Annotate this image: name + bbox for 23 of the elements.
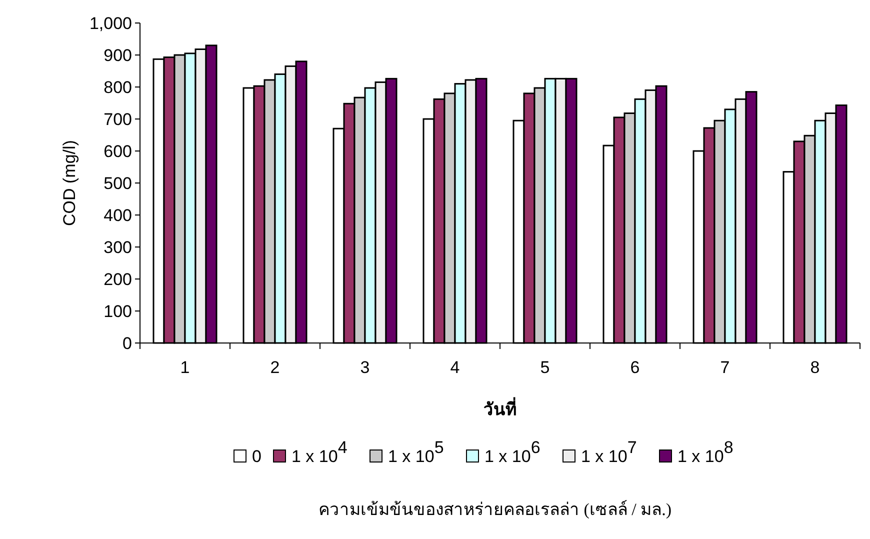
y-tick-label: 300 <box>104 238 132 257</box>
x-tick-label: 5 <box>540 358 550 377</box>
x-tick-label: 2 <box>270 358 280 377</box>
y-axis-title: COD (mg/l) <box>60 140 79 226</box>
y-tick-label: 600 <box>104 142 132 161</box>
x-tick-label: 1 <box>180 358 190 377</box>
y-tick-label: 0 <box>122 334 132 353</box>
y-tick-label: 200 <box>104 270 132 289</box>
x-tick-label: 4 <box>450 358 460 377</box>
x-tick-label: 6 <box>630 358 640 377</box>
y-tick-label: 1,000 <box>89 14 132 33</box>
x-tick-label: 8 <box>810 358 820 377</box>
legend-label: 0 <box>252 447 262 466</box>
x-axis-title: วันที่ <box>484 397 516 419</box>
y-tick-label: 800 <box>104 78 132 97</box>
legend-title: ความเข้มข้นของสาหร่ายคลอเรลล่า (เซลล์ / มล.) <box>318 500 672 519</box>
y-tick-label: 700 <box>104 110 132 129</box>
y-tick-label: 100 <box>104 302 132 321</box>
y-tick-label: 500 <box>104 174 132 193</box>
y-tick-label: 900 <box>104 46 132 65</box>
x-tick-label: 7 <box>720 358 730 377</box>
x-tick-label: 3 <box>360 358 370 377</box>
y-tick-label: 400 <box>104 206 132 225</box>
